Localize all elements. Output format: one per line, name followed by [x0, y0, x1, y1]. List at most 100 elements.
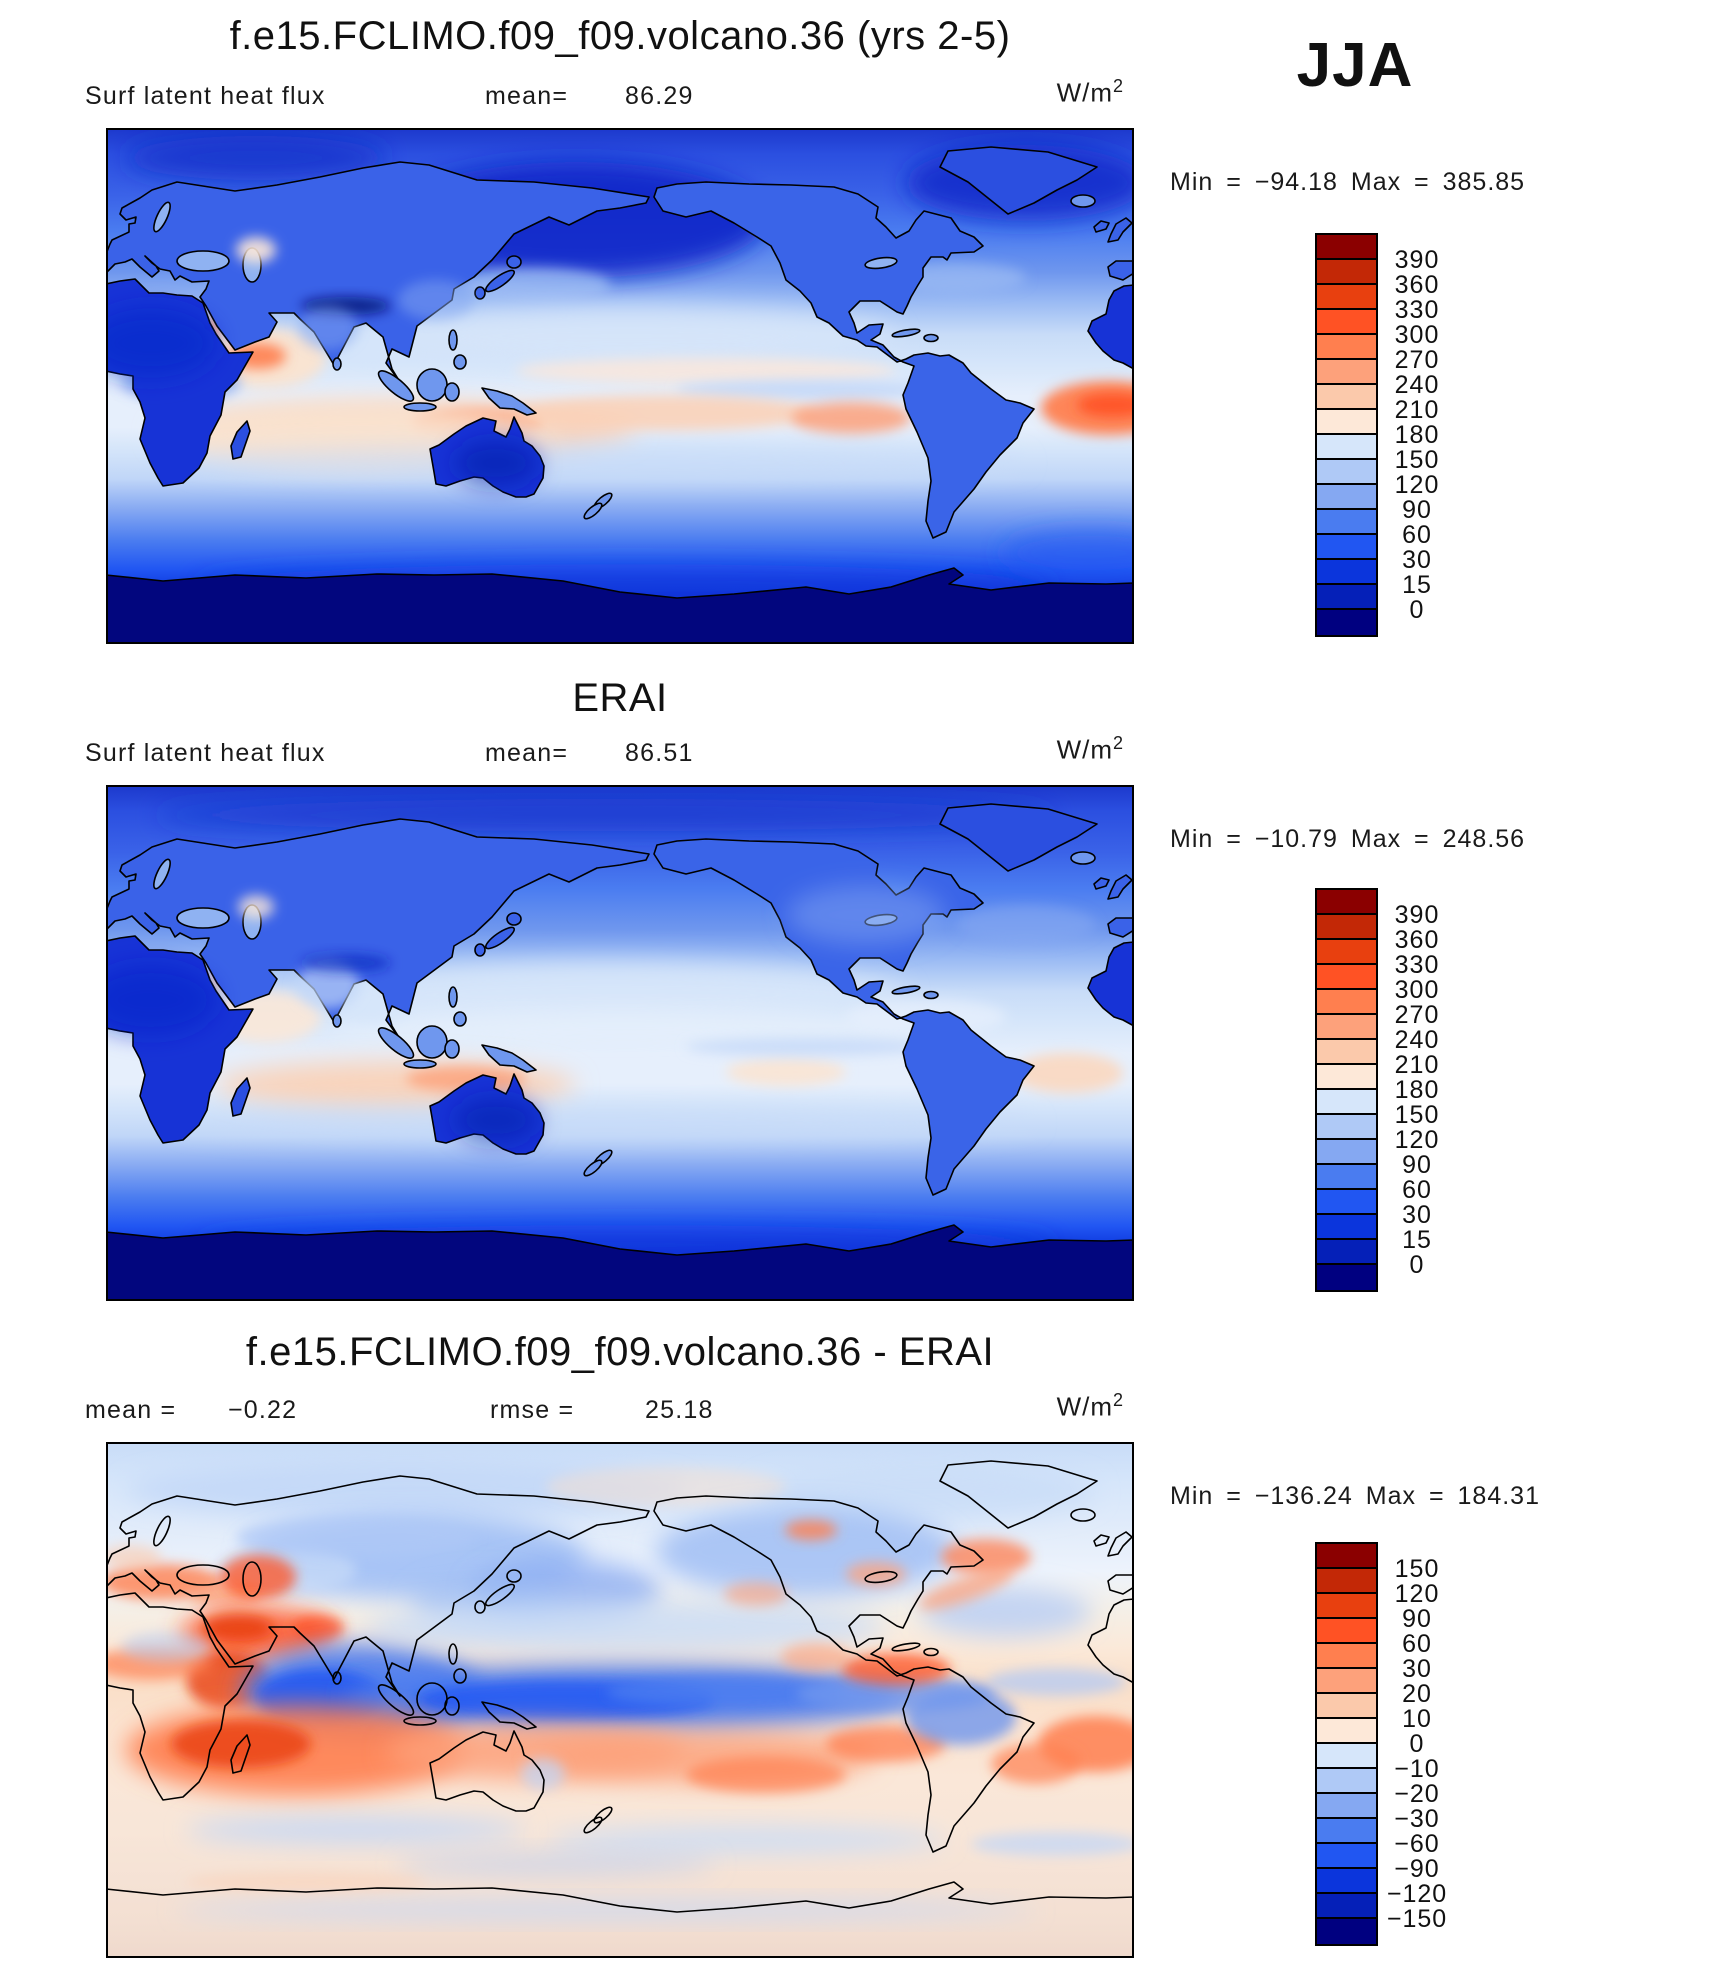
model-land-shading — [106, 237, 538, 485]
colorbar-tick-label: 330 — [1394, 951, 1440, 979]
panel3-mean-label: mean = — [85, 1396, 177, 1424]
colorbar-tick-label: 150 — [1394, 1101, 1440, 1129]
colorbar-tick-label: 390 — [1394, 901, 1440, 929]
panel2-units-label: W/m2 — [1056, 733, 1124, 765]
colorbar-tick-label: 240 — [1394, 371, 1440, 399]
panel2-subtitle-row: Surf latent heat flux mean= 86.51 W/m2 — [0, 733, 1710, 773]
colorbar-segment — [1317, 560, 1376, 585]
colorbar-segment — [1317, 260, 1376, 285]
colorbar-segment — [1317, 1090, 1376, 1115]
colorbar-segment — [1317, 1015, 1376, 1040]
colorbar-segment — [1317, 1190, 1376, 1215]
colorbar-erai-bar — [1315, 888, 1378, 1292]
colorbar-segment — [1317, 1794, 1376, 1819]
colorbar-model-bar — [1315, 233, 1378, 637]
colorbar-tick-label: 240 — [1394, 1026, 1440, 1054]
colorbar-segment — [1317, 610, 1376, 635]
colorbar-tick-label: 120 — [1394, 1580, 1440, 1608]
colorbar-tick-label: 390 — [1394, 246, 1440, 274]
panel2-mean-label: mean= — [485, 739, 569, 767]
panel2-minmax: Min = −10.79 Max = 248.56 — [1170, 825, 1526, 853]
colorbar-segment — [1317, 1869, 1376, 1894]
colorbar-segment — [1317, 1644, 1376, 1669]
erai-map — [106, 785, 1134, 1301]
colorbar-tick-label: 90 — [1402, 1151, 1432, 1179]
colorbar-segment — [1317, 1694, 1376, 1719]
colorbar-tick-label: 60 — [1402, 1176, 1432, 1204]
colorbar-difference-bar — [1315, 1542, 1378, 1946]
colorbar-tick-label: 120 — [1394, 1126, 1440, 1154]
colorbar-difference-labels: 150 120 90 60 30 20 10 0 −10 −20 −30 −60 −90 −120 −150 — [1357, 1544, 1477, 1944]
colorbar-segment — [1317, 1215, 1376, 1240]
colorbar-tick-label: 300 — [1394, 321, 1440, 349]
colorbar-segment — [1317, 360, 1376, 385]
panel2-mean-value: 86.51 — [625, 739, 694, 767]
colorbar-model-labels: 390 360 330 300 270 240 210 180 150 120 90 60 30 15 0 — [1357, 235, 1477, 635]
colorbar-segment — [1317, 1769, 1376, 1794]
colorbar-segment — [1317, 965, 1376, 990]
colorbar-tick-label: 90 — [1402, 496, 1432, 524]
panel2-variable-label: Surf latent heat flux — [85, 739, 326, 767]
colorbar-tick-label: 15 — [1402, 571, 1432, 599]
colorbar-segment — [1317, 1844, 1376, 1869]
panel1-mean-label: mean= — [485, 82, 569, 110]
colorbar-segment — [1317, 285, 1376, 310]
panel3-rmse-value: 25.18 — [645, 1396, 714, 1424]
colorbar-tick-label: 360 — [1394, 926, 1440, 954]
colorbar-segment — [1317, 410, 1376, 435]
colorbar-erai-labels: 390 360 330 300 270 240 210 180 150 120 90 60 30 15 0 — [1357, 890, 1477, 1290]
colorbar-segment — [1317, 485, 1376, 510]
colorbar-segment — [1317, 1165, 1376, 1190]
season-label: JJA — [1296, 31, 1414, 100]
colorbar-segment — [1317, 940, 1376, 965]
panel1-mean-value: 86.29 — [625, 82, 694, 110]
panel3-rmse-label: rmse = — [490, 1396, 575, 1424]
colorbar-segment — [1317, 385, 1376, 410]
colorbar-segment — [1317, 990, 1376, 1015]
colorbar-segment — [1317, 1894, 1376, 1919]
panel3-subtitle-row: mean = −0.22 rmse = 25.18 W/m2 — [0, 1390, 1710, 1430]
colorbar-segment — [1317, 585, 1376, 610]
colorbar-tick-label: 60 — [1402, 521, 1432, 549]
colorbar-tick-label: 0 — [1409, 1251, 1425, 1279]
colorbar-tick-label: −10 — [1394, 1755, 1440, 1783]
colorbar-segment — [1317, 1569, 1376, 1594]
panel3-title: f.e15.FCLIMO.f09_f09.volcano.36 - ERAI — [245, 1330, 995, 1374]
colorbar-tick-label: 210 — [1394, 396, 1440, 424]
panel1-minmax: Min = −94.18 Max = 385.85 — [1170, 168, 1526, 196]
panel3-minmax: Min = −136.24 Max = 184.31 — [1170, 1482, 1540, 1510]
colorbar-tick-label: −120 — [1386, 1880, 1448, 1908]
colorbar-segment — [1317, 335, 1376, 360]
colorbar-segment — [1317, 535, 1376, 560]
colorbar-segment — [1317, 915, 1376, 940]
colorbar-segment — [1317, 1669, 1376, 1694]
difference-map — [106, 1442, 1134, 1958]
colorbar-tick-label: 0 — [1409, 1730, 1425, 1758]
colorbar-segment — [1317, 1744, 1376, 1769]
panel1-subtitle-row: Surf latent heat flux mean= 86.29 W/m2 — [0, 76, 1710, 116]
colorbar-segment — [1317, 1594, 1376, 1619]
colorbar-tick-label: 10 — [1402, 1705, 1432, 1733]
colorbar-segment — [1317, 310, 1376, 335]
colorbar-tick-label: 360 — [1394, 271, 1440, 299]
colorbar-segment — [1317, 235, 1376, 260]
panel2-title: ERAI — [572, 676, 668, 720]
colorbar-segment — [1317, 890, 1376, 915]
colorbar-segment — [1317, 1140, 1376, 1165]
colorbar-tick-label: −150 — [1386, 1905, 1448, 1933]
colorbar-tick-label: 180 — [1394, 1076, 1440, 1104]
colorbar-tick-label: 270 — [1394, 346, 1440, 374]
colorbar-tick-label: −30 — [1394, 1805, 1440, 1833]
model-map — [106, 128, 1134, 644]
panel3-units-label: W/m2 — [1056, 1390, 1124, 1422]
colorbar-segment — [1317, 1719, 1376, 1744]
colorbar-erai: 390 360 330 300 270 240 210 180 150 120 90 60 30 15 0 — [1315, 888, 1555, 1298]
colorbar-tick-label: 30 — [1402, 1201, 1432, 1229]
colorbar-tick-label: 30 — [1402, 546, 1432, 574]
colorbar-tick-label: 270 — [1394, 1001, 1440, 1029]
colorbar-segment — [1317, 1819, 1376, 1844]
colorbar-segment — [1317, 1240, 1376, 1265]
erai-land-shading — [106, 885, 946, 1142]
colorbar-segment — [1317, 1919, 1376, 1944]
